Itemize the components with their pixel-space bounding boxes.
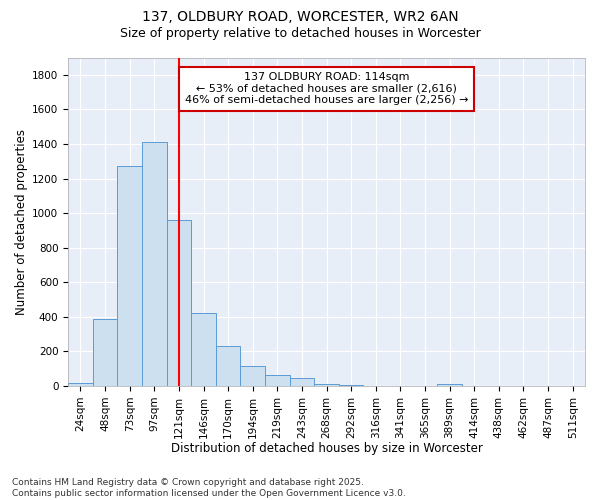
Bar [167,220,191,386]
Text: 137, OLDBURY ROAD, WORCESTER, WR2 6AN: 137, OLDBURY ROAD, WORCESTER, WR2 6AN [142,10,458,24]
Bar [314,384,339,386]
Bar [437,384,462,386]
Text: Size of property relative to detached houses in Worcester: Size of property relative to detached ho… [119,28,481,40]
X-axis label: Distribution of detached houses by size in Worcester: Distribution of detached houses by size … [170,442,482,455]
Bar [68,382,93,386]
Bar [118,166,142,386]
Text: 137 OLDBURY ROAD: 114sqm
← 53% of detached houses are smaller (2,616)
46% of sem: 137 OLDBURY ROAD: 114sqm ← 53% of detach… [185,72,469,106]
Bar [191,314,216,386]
Bar [241,366,265,386]
Bar [142,142,167,386]
Bar [290,378,314,386]
Bar [265,374,290,386]
Bar [339,385,364,386]
Bar [93,318,118,386]
Y-axis label: Number of detached properties: Number of detached properties [15,128,28,314]
Text: Contains HM Land Registry data © Crown copyright and database right 2025.
Contai: Contains HM Land Registry data © Crown c… [12,478,406,498]
Bar [216,346,241,386]
